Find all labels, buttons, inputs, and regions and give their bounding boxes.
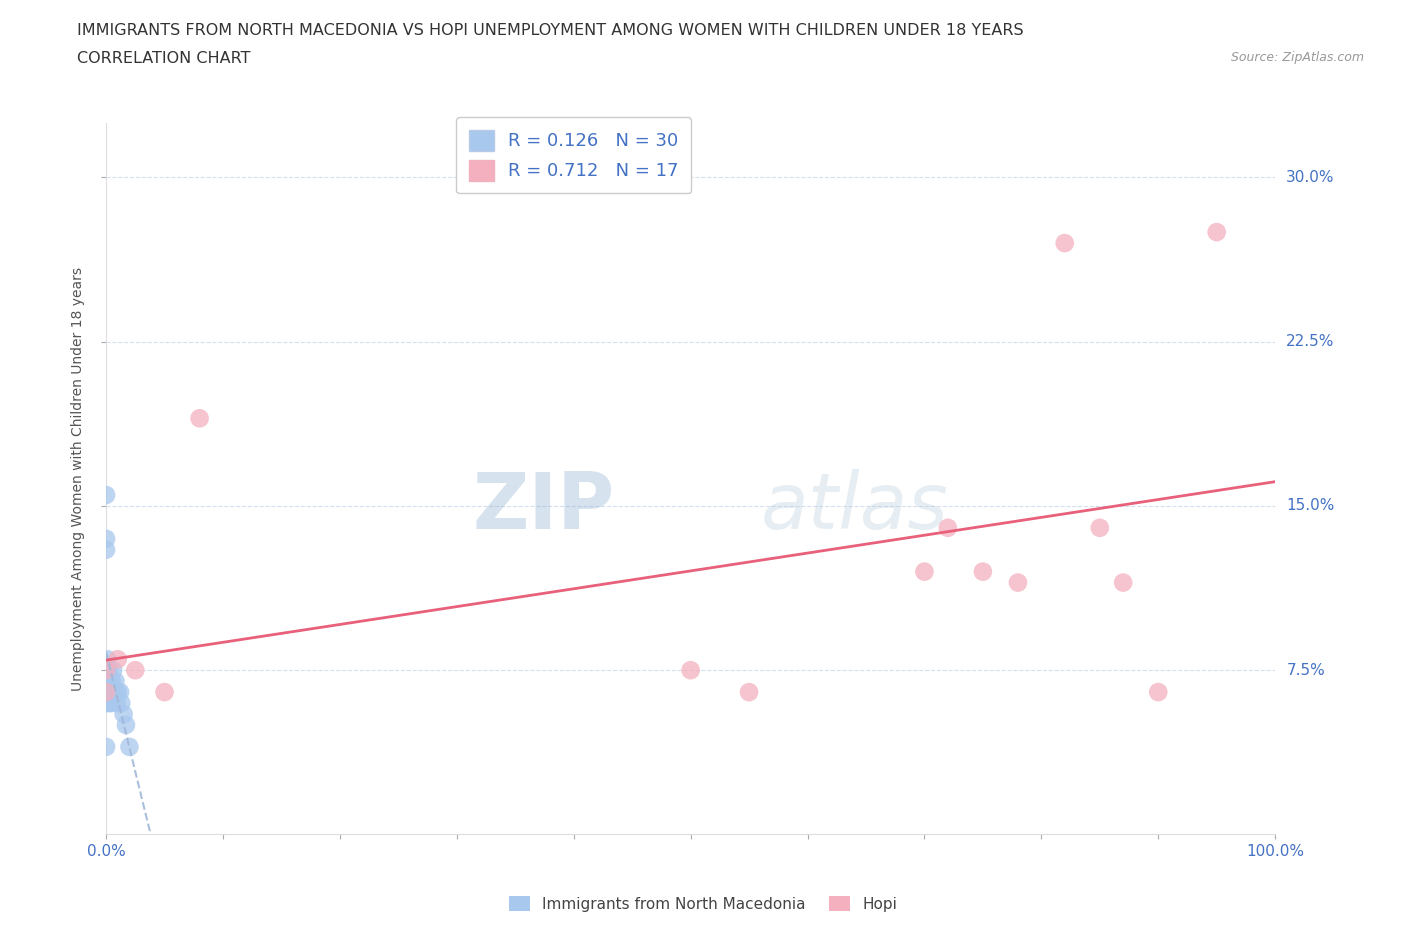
Point	[98, 684, 121, 699]
Point	[94, 684, 117, 699]
Text: CORRELATION CHART: CORRELATION CHART	[77, 51, 250, 66]
Point	[97, 673, 120, 688]
Point	[912, 565, 935, 579]
Point	[98, 673, 121, 688]
Point	[96, 663, 118, 678]
Point	[112, 707, 135, 722]
Text: Source: ZipAtlas.com: Source: ZipAtlas.com	[1230, 51, 1364, 64]
Point	[101, 663, 124, 678]
Text: 15.0%: 15.0%	[1286, 498, 1334, 513]
Point	[94, 542, 117, 557]
Point	[97, 663, 120, 678]
Point	[94, 487, 117, 502]
Point	[1088, 521, 1111, 536]
Point	[94, 663, 117, 678]
Point	[101, 684, 124, 699]
Point	[100, 684, 122, 699]
Point	[1053, 235, 1076, 250]
Text: ZIP: ZIP	[472, 469, 614, 545]
Point	[738, 684, 761, 699]
Y-axis label: Unemployment Among Women with Children Under 18 years: Unemployment Among Women with Children U…	[72, 267, 86, 691]
Point	[96, 684, 118, 699]
Point	[103, 684, 125, 699]
Point	[153, 684, 176, 699]
Legend: Immigrants from North Macedonia, Hopi: Immigrants from North Macedonia, Hopi	[502, 889, 904, 918]
Text: IMMIGRANTS FROM NORTH MACEDONIA VS HOPI UNEMPLOYMENT AMONG WOMEN WITH CHILDREN U: IMMIGRANTS FROM NORTH MACEDONIA VS HOPI …	[77, 23, 1024, 38]
Point	[679, 663, 702, 678]
Point	[118, 739, 141, 754]
Point	[936, 521, 959, 536]
Point	[124, 663, 146, 678]
Point	[108, 684, 131, 699]
Legend: R = 0.126   N = 30, R = 0.712   N = 17: R = 0.126 N = 30, R = 0.712 N = 17	[456, 117, 692, 193]
Point	[94, 696, 117, 711]
Point	[1147, 684, 1170, 699]
Text: atlas: atlas	[761, 469, 949, 545]
Point	[96, 673, 118, 688]
Point	[972, 565, 994, 579]
Point	[97, 684, 120, 699]
Point	[94, 531, 117, 546]
Point	[100, 696, 122, 711]
Point	[104, 684, 127, 699]
Point	[107, 684, 129, 699]
Point	[1007, 575, 1029, 590]
Text: 22.5%: 22.5%	[1286, 334, 1334, 349]
Point	[105, 696, 128, 711]
Point	[94, 739, 117, 754]
Point	[110, 696, 132, 711]
Point	[104, 673, 127, 688]
Point	[101, 673, 124, 688]
Point	[1112, 575, 1135, 590]
Point	[98, 696, 121, 711]
Point	[96, 652, 118, 667]
Point	[115, 718, 138, 733]
Point	[1205, 225, 1227, 240]
Point	[188, 411, 211, 426]
Text: 30.0%: 30.0%	[1286, 170, 1334, 185]
Point	[107, 652, 129, 667]
Text: 7.5%: 7.5%	[1286, 663, 1324, 678]
